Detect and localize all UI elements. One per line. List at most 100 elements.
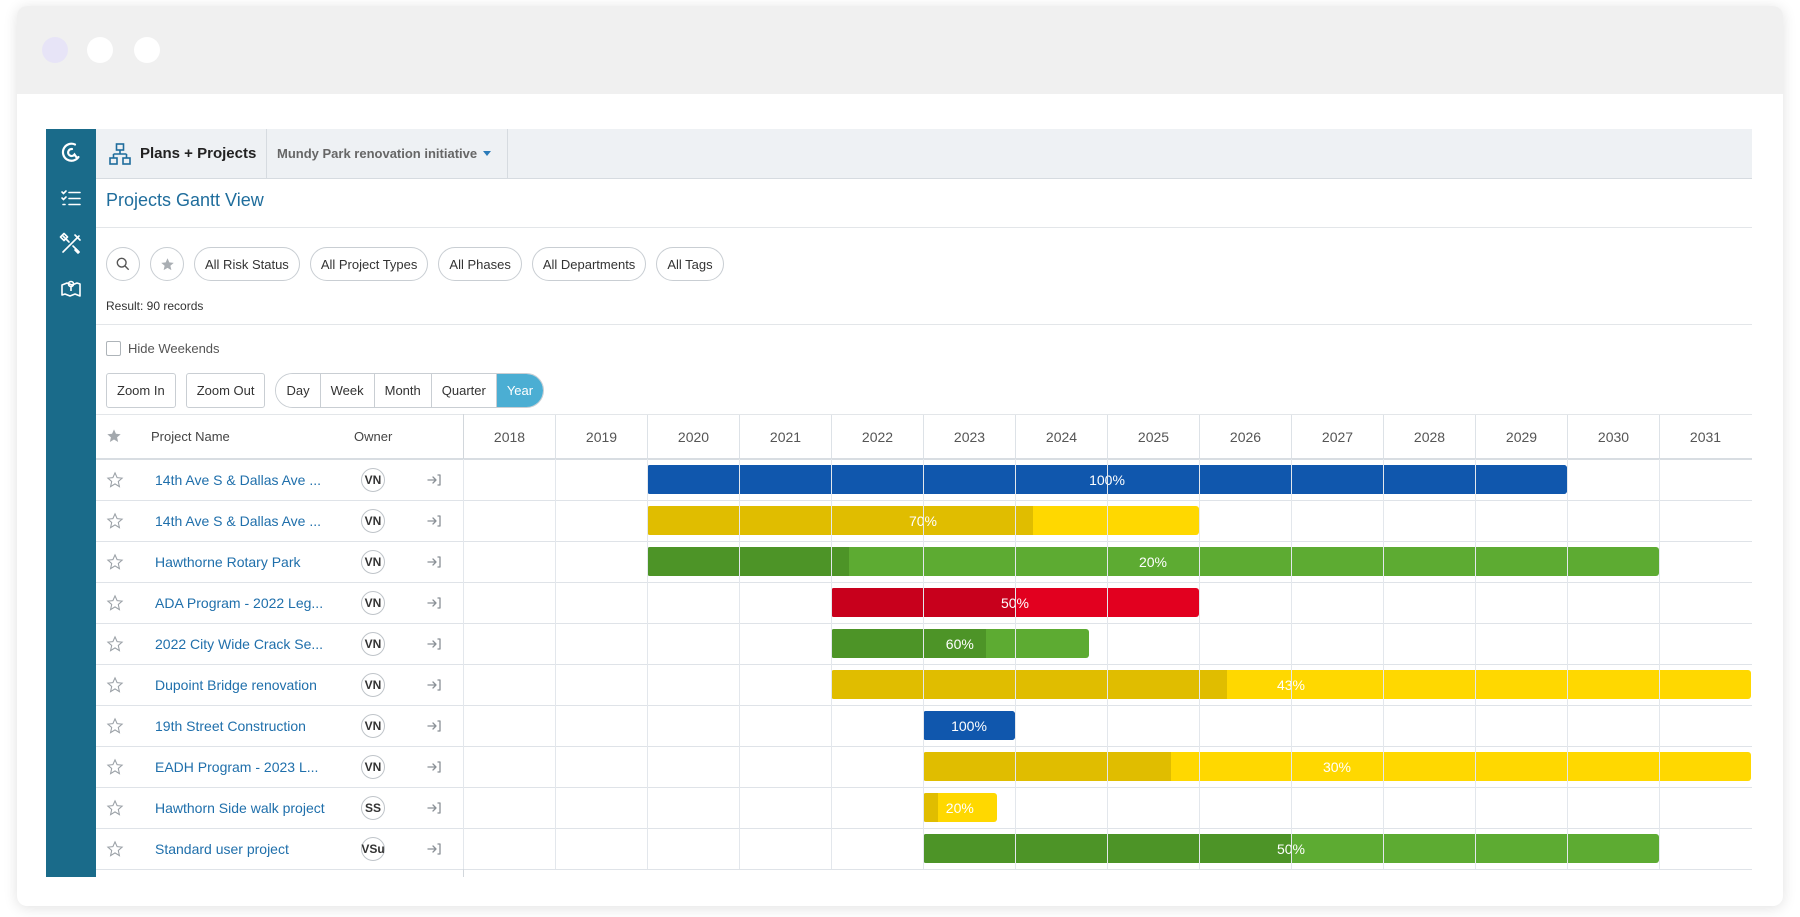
tools-icon[interactable] bbox=[59, 232, 83, 256]
open-project-icon[interactable] bbox=[426, 513, 442, 529]
app-content: Plans + Projects Mundy Park renovation i… bbox=[46, 129, 1752, 877]
gantt-bar[interactable]: 20% bbox=[647, 547, 1659, 576]
project-name-link[interactable]: Hawthorne Rotary Park bbox=[155, 553, 301, 570]
project-row[interactable]: ADA Program - 2022 Leg... VN 50% bbox=[96, 582, 1752, 624]
zoom-out-button[interactable]: Zoom Out bbox=[185, 373, 266, 408]
star-outline-icon[interactable] bbox=[106, 840, 124, 858]
star-outline-icon[interactable] bbox=[106, 635, 124, 653]
gantt-bar[interactable]: 100% bbox=[923, 711, 1015, 740]
time-scale-switcher: Day Week Month Quarter Year bbox=[275, 373, 545, 408]
project-row[interactable]: Dupoint Bridge renovation VN 43% bbox=[96, 664, 1752, 706]
star-outline-icon[interactable] bbox=[106, 471, 124, 489]
filter-phases[interactable]: All Phases bbox=[438, 247, 522, 281]
star-outline-icon[interactable] bbox=[106, 553, 124, 571]
favorites-filter-button[interactable] bbox=[150, 247, 184, 281]
filter-departments[interactable]: All Departments bbox=[531, 247, 647, 281]
gantt-bar-progress bbox=[923, 711, 1015, 740]
gantt-bar[interactable]: 20% bbox=[923, 793, 997, 822]
star-outline-icon[interactable] bbox=[106, 594, 124, 612]
column-header-project-name[interactable]: Project Name bbox=[151, 429, 230, 444]
open-project-icon[interactable] bbox=[426, 636, 442, 652]
scale-day-button[interactable]: Day bbox=[276, 374, 321, 407]
gantt-bar-percent: 60% bbox=[945, 635, 974, 652]
open-project-icon[interactable] bbox=[426, 718, 442, 734]
year-header: 2018 bbox=[463, 415, 555, 458]
project-row[interactable]: Hawthorne Rotary Park VN 20% bbox=[96, 541, 1752, 583]
project-row[interactable]: 2022 City Wide Crack Se... VN 60% bbox=[96, 623, 1752, 665]
year-header: 2028 bbox=[1383, 415, 1475, 458]
star-outline-icon[interactable] bbox=[106, 512, 124, 530]
star-outline-icon[interactable] bbox=[106, 799, 124, 817]
project-name-link[interactable]: EADH Program - 2023 L... bbox=[155, 758, 319, 775]
project-row[interactable]: Standard user project VSu 50% bbox=[96, 828, 1752, 870]
year-header: 2024 bbox=[1015, 415, 1107, 458]
top-bar: Plans + Projects Mundy Park renovation i… bbox=[96, 129, 1752, 179]
map-icon[interactable] bbox=[59, 276, 83, 300]
filter-risk-status[interactable]: All Risk Status bbox=[194, 247, 300, 281]
gantt-bar[interactable]: 60% bbox=[831, 629, 1089, 658]
brand-logo-icon[interactable] bbox=[59, 140, 83, 164]
open-project-icon[interactable] bbox=[426, 554, 442, 570]
owner-avatar: VSu bbox=[361, 837, 385, 861]
star-outline-icon[interactable] bbox=[106, 717, 124, 735]
filter-tags[interactable]: All Tags bbox=[656, 247, 724, 281]
gantt-bar-progress bbox=[923, 793, 938, 822]
star-outline-icon[interactable] bbox=[106, 758, 124, 776]
scale-month-button[interactable]: Month bbox=[374, 374, 432, 407]
year-header: 2030 bbox=[1567, 415, 1659, 458]
scale-quarter-button[interactable]: Quarter bbox=[431, 374, 497, 407]
window-dot-close[interactable] bbox=[42, 37, 68, 63]
owner-avatar: VN bbox=[361, 755, 385, 779]
window-dot-minimize[interactable] bbox=[87, 37, 113, 63]
task-list-icon[interactable] bbox=[59, 187, 83, 211]
filter-project-types[interactable]: All Project Types bbox=[309, 247, 429, 281]
project-name-link[interactable]: ADA Program - 2022 Leg... bbox=[155, 594, 324, 611]
project-name-link[interactable]: Hawthorn Side walk project bbox=[155, 799, 325, 816]
open-project-icon[interactable] bbox=[426, 800, 442, 816]
open-project-icon[interactable] bbox=[426, 759, 442, 775]
gantt-header: Project Name Owner 2018 2019 2020 2021 2022 2… bbox=[96, 414, 1752, 460]
owner-avatar: VN bbox=[361, 591, 385, 615]
project-name-link[interactable]: 2022 City Wide Crack Se... bbox=[155, 635, 324, 652]
gantt-bar[interactable]: 30% bbox=[923, 752, 1751, 781]
star-outline-icon[interactable] bbox=[106, 676, 124, 694]
year-header: 2027 bbox=[1291, 415, 1383, 458]
gantt-grid: Project Name Owner 2018 2019 2020 2021 2022 2… bbox=[96, 414, 1752, 877]
gantt-bar-progress bbox=[831, 670, 1227, 699]
window-dot-maximize[interactable] bbox=[134, 37, 160, 63]
hide-weekends-checkbox[interactable] bbox=[106, 341, 121, 356]
project-row[interactable]: Hawthorn Side walk project SS 20% bbox=[96, 787, 1752, 829]
scale-year-button[interactable]: Year bbox=[496, 374, 544, 407]
gantt-bar-progress bbox=[647, 506, 1034, 535]
owner-avatar: VN bbox=[361, 509, 385, 533]
search-button[interactable] bbox=[106, 247, 140, 281]
project-row[interactable]: 19th Street Construction VN 100% bbox=[96, 705, 1752, 747]
gantt-bar-percent: 20% bbox=[945, 799, 974, 816]
year-gridline bbox=[923, 459, 924, 869]
module-title: Plans + Projects bbox=[140, 145, 257, 162]
open-project-icon[interactable] bbox=[426, 595, 442, 611]
year-header: 2022 bbox=[831, 415, 923, 458]
year-header: 2031 bbox=[1659, 415, 1751, 458]
zoom-in-button[interactable]: Zoom In bbox=[106, 373, 176, 408]
plan-selector-dropdown[interactable]: Mundy Park renovation initiative bbox=[266, 129, 508, 178]
filter-bar: All Risk Status All Project Types All Ph… bbox=[106, 247, 734, 281]
module-header[interactable]: Plans + Projects bbox=[96, 129, 267, 178]
open-project-icon[interactable] bbox=[426, 677, 442, 693]
project-name-link[interactable]: Standard user project bbox=[155, 840, 289, 857]
year-header: 2026 bbox=[1199, 415, 1291, 458]
project-name-link[interactable]: 14th Ave S & Dallas Ave ... bbox=[155, 512, 322, 529]
scale-week-button[interactable]: Week bbox=[320, 374, 375, 407]
year-gridline bbox=[1199, 459, 1200, 869]
project-name-link[interactable]: 14th Ave S & Dallas Ave ... bbox=[155, 471, 322, 488]
column-header-owner[interactable]: Owner bbox=[354, 429, 393, 444]
project-row[interactable]: EADH Program - 2023 L... VN 30% bbox=[96, 746, 1752, 788]
project-name-link[interactable]: 19th Street Construction bbox=[155, 717, 306, 734]
owner-avatar: VN bbox=[361, 714, 385, 738]
page-title: Projects Gantt View bbox=[106, 190, 264, 210]
project-row[interactable]: 14th Ave S & Dallas Ave ... VN 70% bbox=[96, 500, 1752, 542]
open-project-icon[interactable] bbox=[426, 472, 442, 488]
open-project-icon[interactable] bbox=[426, 841, 442, 857]
project-row[interactable]: 14th Ave S & Dallas Ave ... VN 100% bbox=[96, 459, 1752, 501]
project-name-link[interactable]: Dupoint Bridge renovation bbox=[155, 676, 317, 693]
